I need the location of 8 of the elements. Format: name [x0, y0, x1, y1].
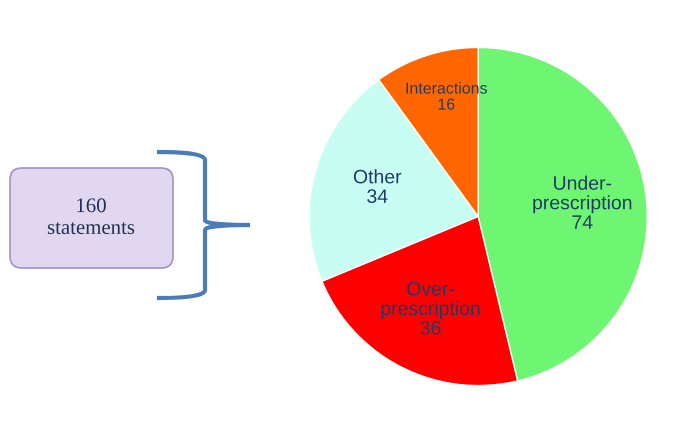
data-label: 74 — [572, 215, 593, 229]
data-label: 16 — [438, 98, 454, 110]
data-label: 34 — [367, 189, 388, 204]
slice-label: Under- prescription — [533, 176, 632, 214]
data-label: 36 — [420, 320, 441, 335]
slice-label: Other — [354, 169, 402, 184]
slice-label: Over- prescription — [382, 282, 480, 319]
text: 160 statements — [48, 198, 134, 234]
